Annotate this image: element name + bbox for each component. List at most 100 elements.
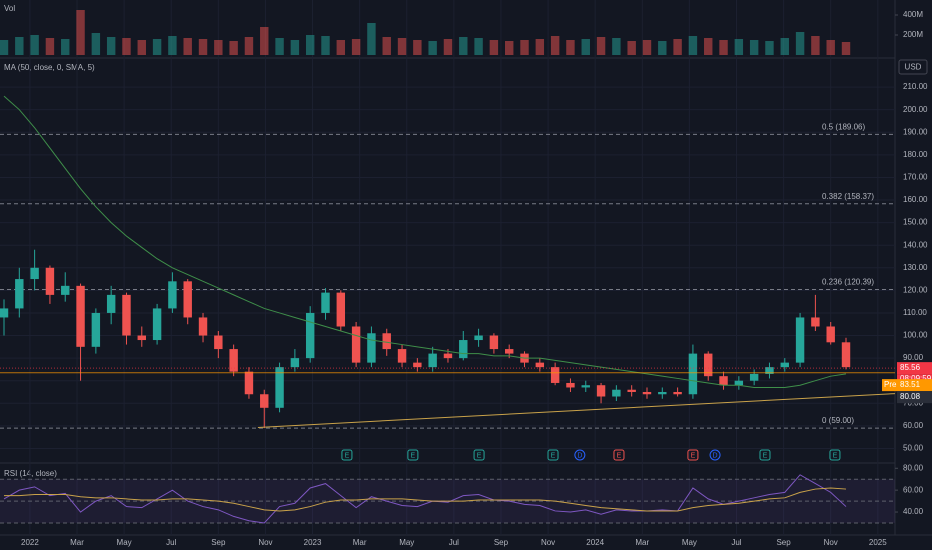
- x-tick-label: Sep: [494, 538, 509, 547]
- candle-body: [535, 362, 545, 368]
- candle-body: [734, 380, 744, 386]
- candle-body: [198, 317, 208, 336]
- candle-body: [290, 358, 300, 368]
- volume-bar: [413, 40, 422, 55]
- candle-body: [459, 340, 468, 359]
- candle-body: [627, 389, 636, 392]
- candle-body: [214, 335, 223, 350]
- volume-bar: [30, 35, 39, 55]
- x-tick-label: Nov: [824, 538, 838, 547]
- volume-tick-label: 200M: [903, 30, 923, 39]
- x-tick-label: May: [117, 538, 132, 547]
- candle-body: [841, 342, 851, 368]
- y-tick-label: 150.00: [903, 218, 928, 227]
- event-icon: [687, 449, 699, 461]
- fib-label: 0 (59.00): [822, 416, 854, 425]
- volume-bar: [489, 40, 499, 55]
- event-icon: [341, 449, 353, 461]
- volume-bar: [168, 36, 177, 55]
- event-icon: [473, 449, 485, 461]
- rsi-tick-label: 40.00: [903, 507, 924, 516]
- y-tick-label: 50.00: [903, 444, 924, 453]
- volume-bar: [550, 36, 560, 55]
- volume-bar: [305, 35, 315, 55]
- candle-body: [749, 373, 759, 381]
- rsi-label: RSI (14, close): [4, 469, 57, 478]
- volume-bar: [260, 27, 269, 55]
- y-tick-label: 170.00: [903, 173, 928, 182]
- x-tick-label: Mar: [70, 538, 84, 547]
- y-tick-label: 130.00: [903, 263, 928, 272]
- candle-body: [612, 389, 621, 397]
- candle-body: [76, 285, 85, 347]
- volume-bar: [520, 40, 529, 55]
- candle-body: [765, 367, 774, 374]
- y-tick-label: 140.00: [903, 240, 928, 249]
- y-tick-label: 110.00: [903, 308, 927, 317]
- ma-label: MA (50, close, 0, SMA, 5): [4, 63, 95, 72]
- volume-bar: [428, 41, 437, 55]
- price-label-box: [897, 362, 932, 375]
- currency[interactable]: USD: [905, 63, 922, 72]
- volume-bar: [749, 40, 759, 55]
- candle-body: [229, 349, 238, 372]
- volume-bar: [566, 40, 575, 55]
- event-label: E: [763, 452, 768, 459]
- volume-bar: [673, 39, 682, 55]
- x-tick-label: Nov: [541, 538, 555, 547]
- event-label: E: [691, 452, 696, 459]
- candle-body: [704, 353, 713, 377]
- volume-bar: [688, 36, 698, 55]
- event-icon: [829, 449, 841, 461]
- candle-body: [0, 308, 9, 318]
- candle-body: [367, 333, 376, 363]
- rsi-tick-label: 80.00: [903, 463, 924, 472]
- candle-body: [642, 391, 652, 395]
- volume-bar: [367, 23, 376, 55]
- volume-bar: [244, 37, 254, 55]
- trendline: [257, 393, 896, 428]
- candle-body: [658, 391, 667, 395]
- candle-body: [15, 279, 24, 309]
- candle-body: [30, 267, 39, 280]
- volume-bar: [734, 39, 744, 55]
- volume-bar: [719, 40, 728, 55]
- volume-bar: [122, 38, 131, 55]
- premarket: Pre: [884, 380, 897, 389]
- candle-body: [152, 308, 162, 341]
- x-tick-label: Mar: [353, 538, 367, 547]
- x-tick-label: Sep: [211, 538, 226, 547]
- price-label-box: [897, 379, 932, 392]
- volume-bar: [198, 39, 208, 55]
- volume-bar: [275, 38, 284, 55]
- volume-bar: [581, 39, 590, 55]
- candle-body: [45, 267, 55, 295]
- currency-button[interactable]: [898, 59, 928, 75]
- volume-bar: [780, 38, 789, 55]
- x-tick-label: 2024: [586, 538, 604, 547]
- volume-bar: [15, 37, 24, 55]
- countdown: 08:09:59: [900, 374, 932, 383]
- candle-body: [688, 353, 698, 395]
- candle-body: [596, 385, 606, 397]
- price-label: 85.56: [900, 363, 921, 372]
- volume-bar: [627, 41, 636, 55]
- candle-body: [719, 376, 728, 386]
- rsi-ma-line: [4, 487, 847, 512]
- price-label: 80.08: [900, 392, 921, 401]
- candle-body: [106, 294, 116, 313]
- candle-body: [244, 371, 254, 395]
- volume-bar: [658, 41, 667, 55]
- volume-bar: [826, 40, 835, 55]
- x-tick-label: May: [399, 538, 414, 547]
- candle-body: [91, 312, 101, 347]
- candle-body: [489, 335, 499, 350]
- candle-body: [795, 317, 805, 363]
- volume-bar: [504, 41, 514, 55]
- candle-body: [504, 349, 514, 354]
- y-tick-label: 90.00: [903, 353, 924, 362]
- event-label: E: [833, 452, 838, 459]
- volume-bar: [642, 40, 652, 55]
- volume-bar: [382, 37, 391, 55]
- candle-body: [137, 335, 146, 341]
